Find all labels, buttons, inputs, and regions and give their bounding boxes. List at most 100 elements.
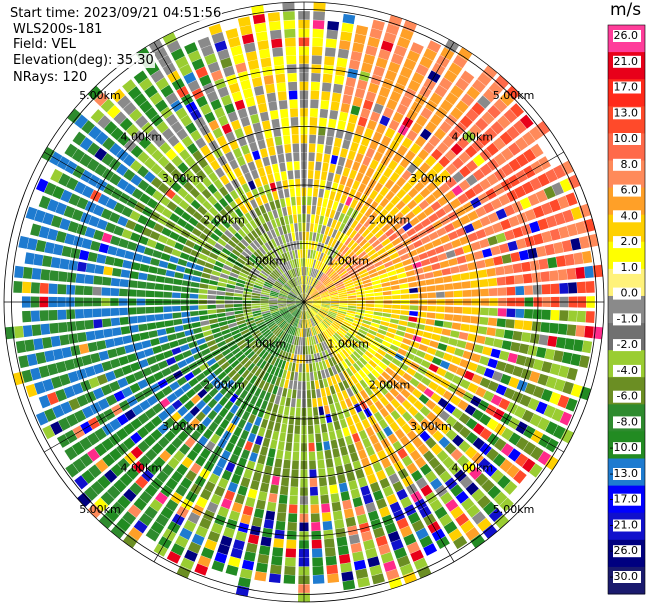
range-gate: [312, 298, 322, 301]
range-gate: [210, 433, 221, 445]
range-gate: [320, 171, 328, 181]
range-gate: [200, 320, 210, 327]
range-gate: [206, 257, 217, 265]
range-gate: [338, 222, 346, 232]
range-gate: [239, 254, 248, 262]
range-gate: [320, 307, 330, 311]
range-gate: [94, 163, 107, 177]
range-gate: [288, 179, 295, 189]
range-gate: [247, 432, 257, 443]
range-gate: [234, 493, 246, 505]
range-gate: [218, 186, 229, 197]
range-gate: [272, 326, 280, 334]
range-gate: [400, 305, 410, 310]
range-gate: [289, 344, 294, 354]
range-gate: [486, 142, 499, 156]
range-gate: [270, 356, 278, 366]
range-gate: [119, 316, 129, 326]
range-gate: [269, 154, 278, 165]
range-gate: [249, 353, 258, 362]
range-gate: [409, 287, 418, 294]
range-gate: [172, 312, 182, 319]
range-gate: [354, 284, 364, 290]
range-gate: [94, 329, 105, 340]
range-gate: [270, 229, 277, 239]
range-gate: [475, 228, 487, 240]
range-gate: [286, 206, 292, 216]
range-gate: [322, 331, 329, 340]
range-gate: [255, 347, 264, 356]
range-gate: [321, 253, 327, 263]
range-gate: [310, 380, 315, 390]
range-gate: [255, 562, 268, 573]
range-gate: [448, 62, 463, 76]
range-gate: [174, 325, 184, 333]
colorbar-tick-label: 10.0: [614, 132, 639, 145]
range-gate: [312, 335, 317, 345]
range-gate: [217, 223, 227, 233]
range-gate: [257, 167, 266, 177]
range-gate: [412, 355, 423, 365]
range-gate: [112, 327, 122, 337]
range-gate: [171, 399, 183, 410]
range-gate: [286, 433, 293, 443]
range-gate: [308, 327, 312, 337]
range-gate: [322, 320, 330, 328]
range-gate: [183, 71, 197, 85]
range-gate: [295, 299, 304, 302]
range-gate: [339, 446, 349, 456]
range-gate: [113, 479, 127, 493]
range-gate: [355, 468, 365, 480]
range-gate: [337, 410, 345, 420]
range-gate: [399, 66, 413, 79]
range-gate: [289, 269, 294, 279]
range-gate: [385, 265, 396, 273]
range-gate: [302, 302, 304, 311]
colorbar-tick-label: -21.0: [610, 519, 638, 532]
range-gate: [457, 47, 473, 62]
range-gate: [319, 308, 329, 314]
range-gate: [550, 283, 560, 295]
range-gate: [221, 328, 231, 336]
range-gate: [224, 243, 234, 252]
range-gate: [451, 238, 462, 249]
range-gate: [353, 337, 362, 345]
range-gate: [361, 353, 371, 363]
range-gate: [339, 148, 349, 158]
range-gate: [175, 107, 188, 120]
range-gate: [263, 315, 273, 321]
range-gate: [388, 232, 398, 242]
range-gate: [81, 469, 95, 484]
range-gate: [336, 285, 346, 291]
range-gate: [366, 119, 378, 131]
range-gate: [280, 309, 289, 315]
range-gate: [186, 449, 199, 462]
range-gate: [50, 376, 63, 389]
range-gate: [124, 183, 137, 195]
range-gate: [404, 150, 416, 162]
range-gate: [163, 245, 174, 255]
range-gate: [330, 302, 339, 305]
range-gate: [406, 541, 421, 554]
range-gate: [416, 211, 427, 222]
range-gate: [293, 442, 300, 452]
range-gate: [384, 69, 398, 82]
range-gate: [452, 314, 462, 322]
range-gate: [432, 175, 444, 187]
colorbar-tick-label: 4.0: [621, 209, 639, 222]
range-gate: [543, 185, 556, 200]
range-gate: [160, 84, 174, 98]
range-gate: [451, 407, 464, 420]
range-gate: [417, 286, 427, 293]
range-gate: [407, 512, 421, 525]
range-gate: [304, 302, 306, 311]
range-gate: [428, 231, 439, 241]
range-gate: [499, 92, 514, 107]
range-gate: [290, 117, 299, 126]
range-gate: [198, 343, 209, 351]
range-gate: [507, 142, 521, 156]
range-gate: [64, 446, 78, 461]
range-gate: [270, 260, 277, 269]
range-gate: [186, 335, 196, 343]
range-gate: [83, 486, 98, 501]
